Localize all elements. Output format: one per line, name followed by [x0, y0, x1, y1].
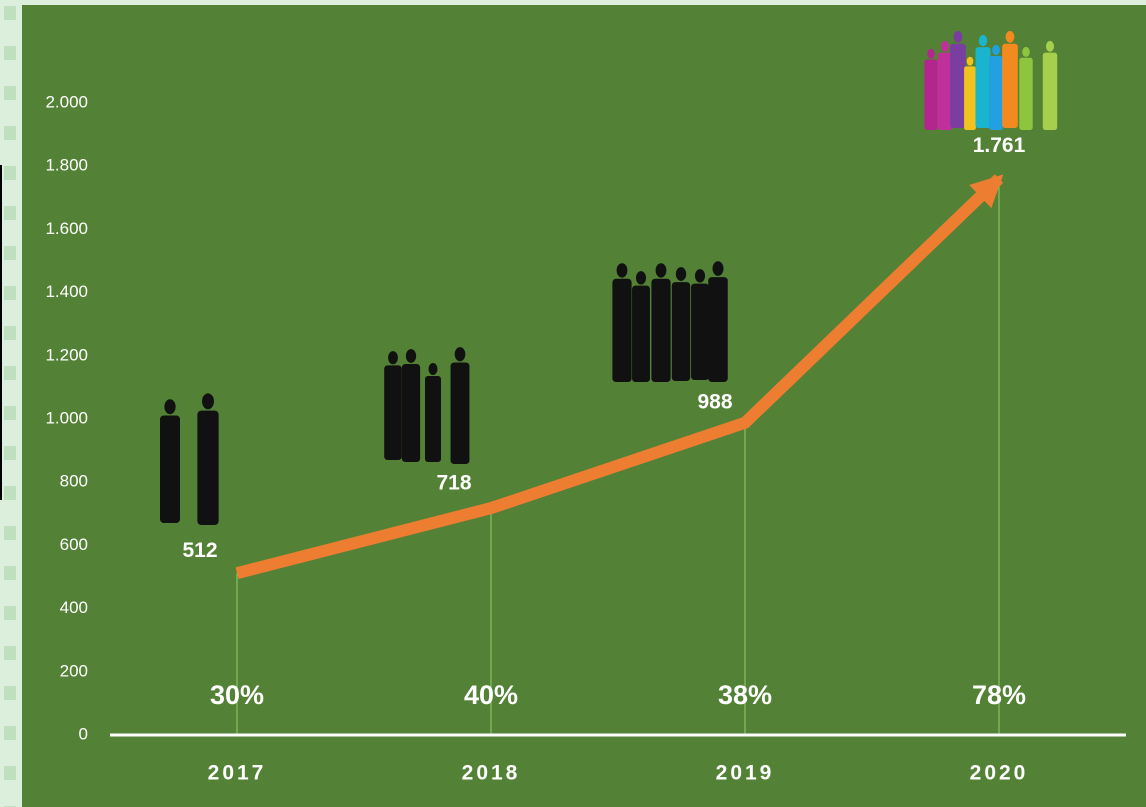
person-body: [975, 47, 991, 128]
annotation: 30%: [210, 680, 264, 710]
y-tick-label: 1.400: [45, 282, 88, 301]
person-head: [202, 393, 214, 410]
y-tick-label: 1.600: [45, 219, 88, 238]
value-label: 988: [697, 390, 732, 413]
x-tick-label: 2018: [462, 762, 521, 785]
person-body: [160, 415, 180, 523]
person-head: [655, 263, 667, 278]
person-head: [927, 48, 935, 59]
y-tick-label: 400: [60, 598, 88, 617]
person-body: [1002, 43, 1018, 128]
annotation: 38%: [718, 680, 772, 710]
person-head: [694, 269, 706, 283]
person-head: [1005, 30, 1015, 43]
person-head: [428, 363, 438, 375]
person-head: [1022, 46, 1030, 57]
person-body: [691, 283, 709, 380]
person-body: [924, 59, 938, 131]
annotation: 78%: [972, 680, 1026, 710]
person-body: [450, 362, 470, 464]
person-body: [612, 278, 632, 382]
person-head: [635, 271, 647, 285]
person-head: [616, 263, 628, 278]
person-body: [1019, 57, 1033, 131]
person-head: [978, 34, 988, 47]
person-body: [632, 285, 650, 382]
person-body: [937, 52, 953, 130]
arrow-head: [969, 174, 1004, 209]
y-tick-label: 800: [60, 472, 88, 491]
person-body: [401, 363, 421, 462]
person-head: [940, 40, 950, 52]
person-head: [1045, 40, 1055, 52]
value-label: 512: [182, 539, 217, 562]
x-tick-label: 2017: [208, 762, 267, 785]
x-tick-label: 2020: [970, 762, 1029, 785]
person-body: [708, 277, 728, 382]
person-head: [966, 56, 974, 66]
person-head: [712, 261, 724, 276]
person-body: [671, 282, 691, 381]
person-head: [675, 267, 687, 281]
y-tick-label: 0: [79, 724, 88, 743]
y-tick-label: 1.800: [45, 156, 88, 175]
person-head: [454, 347, 466, 362]
person-head: [953, 30, 963, 43]
y-tick-label: 600: [60, 535, 88, 554]
x-tick-label: 2019: [716, 762, 775, 785]
person-body: [1042, 52, 1058, 130]
person-body: [950, 43, 966, 128]
y-tick-label: 200: [60, 661, 88, 680]
person-head: [992, 44, 1000, 56]
value-label: 1.761: [973, 134, 1026, 157]
person-body: [651, 278, 671, 382]
decorations: [160, 30, 1058, 525]
y-tick-label: 1.000: [45, 408, 88, 427]
value-label: 718: [436, 472, 471, 495]
y-tick-label: 2.000: [45, 92, 88, 111]
person-head: [405, 349, 417, 363]
person-head: [164, 399, 176, 415]
y-tick-label: 1.200: [45, 345, 88, 364]
person-body: [425, 376, 441, 462]
annotation: 40%: [464, 680, 518, 710]
person-body: [197, 410, 219, 525]
person-body: [384, 365, 402, 460]
data-line: [235, 174, 1004, 580]
person-body: [964, 66, 976, 130]
person-body: [989, 56, 1003, 130]
person-head: [388, 351, 398, 365]
